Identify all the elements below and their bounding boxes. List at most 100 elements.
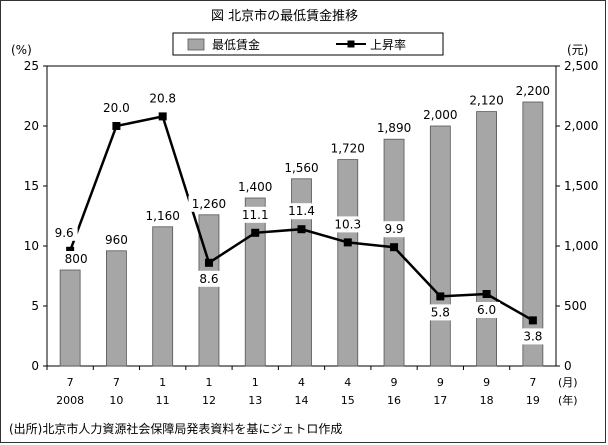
rate-marker-5 (297, 225, 306, 234)
right-tick-label-2: 1,000 (564, 239, 598, 253)
rate-label-7: 9.9 (384, 222, 403, 236)
x-unit-year: (年) (558, 393, 578, 407)
x-month-label-0: 7 (67, 376, 74, 389)
legend-line-label: 上昇率 (370, 37, 406, 52)
x-year-label-0: 2008 (56, 394, 84, 407)
x-year-label-6: 15 (341, 394, 355, 407)
rate-label-10: 3.8 (523, 329, 542, 343)
rate-marker-7 (390, 243, 399, 252)
chart-title: 図 北京市の最低賃金推移 (211, 8, 358, 24)
bar-label-8: 2,000 (423, 108, 457, 122)
right-axis-unit: (元) (567, 43, 588, 57)
rate-label-2: 20.8 (149, 91, 176, 105)
rate-label-4-bg (238, 206, 273, 223)
left-axis: 0 5 10 15 20 25 (24, 59, 47, 373)
rate-marker-0 (66, 246, 75, 255)
legend-line-marker (347, 40, 355, 48)
bar-label-6: 1,720 (331, 142, 365, 156)
rate-label-6: 10.3 (334, 217, 361, 231)
rate-label-9: 6.0 (477, 303, 496, 317)
rate-label-4: 11.1 (242, 208, 269, 222)
x-year-label-8: 17 (433, 394, 447, 407)
bar-label-5: 1,560 (284, 161, 318, 175)
right-tick-label-1: 500 (564, 299, 587, 313)
x-month-label-3: 1 (205, 376, 212, 389)
rate-marker-2 (158, 112, 167, 121)
right-tick-label-5: 2,500 (564, 59, 598, 73)
x-year-label-2: 11 (156, 394, 170, 407)
left-tick-label-4: 20 (24, 119, 39, 133)
x-year-label-1: 10 (109, 394, 123, 407)
x-month-label-4: 1 (252, 376, 259, 389)
rate-marker-1 (112, 122, 121, 130)
x-year-label-9: 18 (480, 394, 494, 407)
rate-label-5-bg (284, 203, 319, 220)
legend-box (172, 32, 444, 56)
bar-label-2-bg (142, 207, 184, 224)
x-month-label-7: 9 (391, 376, 398, 389)
rate-label-1-bg (99, 100, 134, 116)
bar-label-10: 2,200 (516, 84, 550, 98)
left-axis-unit: (%) (11, 43, 32, 57)
right-tick-label-3: 1,500 (564, 179, 598, 193)
bar-label-6-bg (327, 140, 369, 157)
bar-2 (152, 226, 174, 367)
bar-label-3-bg (188, 195, 230, 212)
bar-label-2: 1,160 (146, 209, 180, 223)
x-month-label-9: 9 (483, 376, 490, 389)
bar-6 (337, 159, 359, 367)
bar-4 (244, 197, 266, 367)
data-labels: 800 960 1,160 1,260 1,400 1,560 1,720 1,890 2,00… (50, 83, 554, 345)
rate-label-0-bg (50, 224, 78, 241)
rate-label-9-bg (473, 302, 501, 318)
bar-label-4-bg (234, 179, 276, 195)
bar-label-1: 960 (105, 233, 128, 247)
bar-label-7: 1,890 (377, 121, 411, 135)
bar-8 (429, 125, 451, 367)
right-tick-label-4: 2,000 (564, 119, 598, 133)
bar-0 (59, 269, 81, 367)
rate-label-0: 9.6 (55, 226, 74, 240)
x-month-label-10: 7 (529, 376, 536, 389)
bar-10 (522, 101, 544, 367)
bar-series (59, 101, 544, 367)
x-month-label-2: 1 (159, 376, 166, 389)
bar-1 (106, 250, 127, 367)
bar-label-4: 1,400 (238, 180, 272, 194)
rate-marker-8 (436, 292, 445, 301)
bar-9 (476, 111, 497, 367)
rate-label-3-bg (195, 270, 223, 287)
bar-label-9: 2,120 (469, 94, 503, 108)
legend: 最低賃金 上昇率 (172, 32, 444, 56)
x-month-label-8: 9 (437, 376, 444, 389)
rate-label-6-bg (330, 216, 365, 233)
bar-label-3: 1,260 (192, 197, 226, 211)
bar-label-5-bg (281, 159, 322, 176)
bar-5 (291, 178, 312, 367)
line-series (66, 112, 537, 325)
left-tick-label-3: 15 (24, 179, 39, 193)
bar-3 (198, 214, 220, 367)
left-tick-label-2: 10 (24, 239, 39, 253)
x-month-label-6: 4 (344, 376, 351, 389)
x-year-label-10: 19 (526, 394, 540, 407)
source-note: (出所)北京市人力資源社会保障局発表資料を基にジェトロ作成 (9, 421, 342, 436)
bar-label-0-bg (62, 251, 90, 267)
rate-label-8-bg (426, 304, 454, 321)
rate-label-1: 20.0 (103, 101, 130, 115)
legend-bar-label: 最低賃金 (212, 37, 260, 52)
x-unit-month: (月) (558, 376, 578, 389)
x-year-label-5: 14 (295, 394, 309, 407)
rate-label-8: 5.8 (431, 305, 450, 319)
rate-label-3: 8.6 (199, 272, 218, 286)
rate-label-7-bg (380, 221, 408, 238)
bar-label-1-bg (102, 231, 130, 248)
left-tick-label-5: 25 (24, 59, 39, 73)
x-month-label-5: 4 (298, 376, 305, 389)
bar-label-9-bg (466, 92, 508, 109)
rate-marker-10 (528, 316, 537, 325)
rate-marker-4 (251, 228, 260, 237)
